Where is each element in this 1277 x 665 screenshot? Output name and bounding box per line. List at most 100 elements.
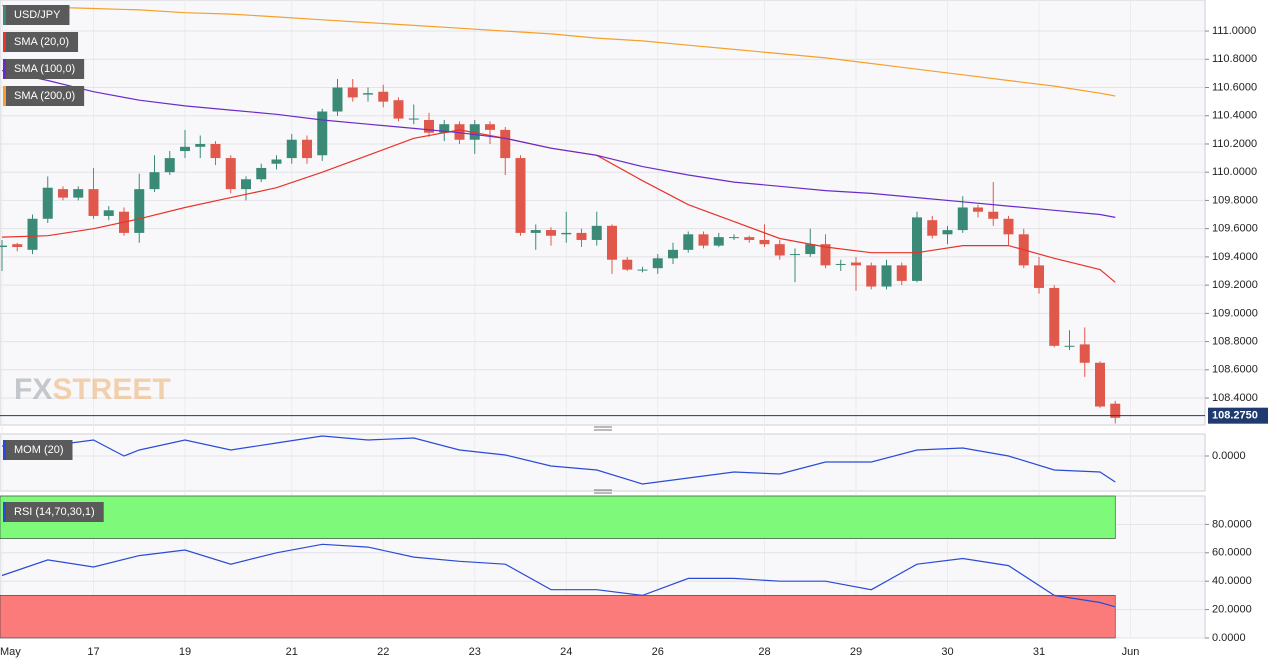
candle-body bbox=[713, 237, 724, 246]
x-tick-label: 28 bbox=[758, 646, 770, 658]
candle-body bbox=[942, 230, 953, 235]
candle-body bbox=[866, 265, 877, 287]
x-tick-label: 22 bbox=[377, 646, 389, 658]
legend-label: MOM (20) bbox=[14, 444, 64, 456]
candle-body bbox=[317, 111, 328, 156]
mom-panel bbox=[0, 433, 1206, 492]
candle-body bbox=[1064, 345, 1075, 347]
main-panel bbox=[0, 0, 1206, 426]
candle-body bbox=[851, 262, 861, 266]
legend-swatch bbox=[3, 440, 6, 460]
y-tick-label: 80.0000 bbox=[1212, 518, 1252, 530]
candle-body bbox=[805, 244, 816, 255]
x-tick-label: May bbox=[0, 646, 21, 658]
x-tick-label: 26 bbox=[652, 646, 664, 658]
candle-body bbox=[439, 124, 450, 133]
overbought-band bbox=[0, 495, 1116, 539]
candle-body bbox=[1095, 362, 1105, 407]
candle-body bbox=[881, 265, 892, 287]
panel-handle[interactable] bbox=[594, 426, 612, 494]
candle-body bbox=[332, 87, 343, 112]
legend-swatch bbox=[3, 32, 6, 52]
legend-item: SMA (20,0) bbox=[3, 32, 79, 52]
candle-body bbox=[225, 158, 236, 190]
y-tick-label: 40.0000 bbox=[1212, 575, 1252, 587]
candle-body bbox=[912, 217, 922, 281]
last-price-tag bbox=[1208, 407, 1268, 424]
candle-body bbox=[88, 189, 99, 216]
y-tick-label: 110.4000 bbox=[1212, 110, 1257, 122]
candle-body bbox=[241, 179, 251, 190]
candle-body bbox=[149, 172, 160, 190]
candle-body bbox=[546, 230, 556, 236]
candle-body bbox=[12, 244, 23, 248]
legend-label: SMA (100,0) bbox=[14, 63, 75, 75]
y-tick-label: 110.6000 bbox=[1212, 81, 1257, 93]
axis-background bbox=[1206, 0, 1277, 665]
candle-body bbox=[500, 129, 511, 159]
candle-body bbox=[1110, 403, 1121, 418]
watermark: FXSTREET bbox=[14, 373, 171, 406]
candle-body bbox=[683, 234, 694, 250]
candle-body bbox=[1034, 265, 1044, 288]
candle-body bbox=[576, 232, 587, 240]
candle-body bbox=[1003, 218, 1014, 235]
candle-body bbox=[744, 237, 755, 240]
candle-body bbox=[180, 146, 190, 152]
candle-body bbox=[729, 237, 739, 239]
last-price-label: 108.2750 bbox=[1212, 410, 1258, 422]
y-tick-label: 108.8000 bbox=[1212, 335, 1258, 347]
y-tick-label: 108.4000 bbox=[1212, 392, 1258, 404]
candle-body bbox=[195, 143, 206, 147]
x-tick-label: Jun bbox=[1122, 646, 1140, 658]
y-tick-label: 20.0000 bbox=[1212, 604, 1252, 616]
y-tick-label: 109.2000 bbox=[1212, 279, 1258, 291]
series-line bbox=[1, 543, 1116, 608]
x-tick-label: 30 bbox=[941, 646, 953, 658]
y-tick-label: 110.2000 bbox=[1212, 138, 1257, 150]
candle-body bbox=[73, 189, 84, 198]
series-line bbox=[1, 5, 1116, 97]
candle-body bbox=[103, 210, 114, 216]
candle-body bbox=[1079, 344, 1090, 363]
legend-item: SMA (100,0) bbox=[3, 59, 85, 79]
candle-body bbox=[58, 189, 68, 198]
candle-body bbox=[378, 91, 389, 102]
x-tick-label: 21 bbox=[286, 646, 298, 658]
candle-body bbox=[790, 254, 800, 256]
series-line bbox=[2, 435, 1116, 485]
legend-item: RSI (14,70,30,1) bbox=[3, 502, 104, 522]
legend-box bbox=[3, 502, 104, 522]
candle-body bbox=[698, 234, 709, 246]
legend-item: USD/JPY bbox=[3, 5, 70, 25]
candle-body bbox=[42, 187, 53, 219]
candle-body bbox=[988, 211, 999, 219]
candle-body bbox=[302, 139, 312, 159]
candle-body bbox=[957, 207, 968, 231]
legend-label: SMA (200,0) bbox=[14, 90, 75, 102]
legend-label: USD/JPY bbox=[14, 9, 61, 21]
candle-body bbox=[515, 158, 526, 233]
watermark-part: FX bbox=[14, 373, 52, 406]
x-tick-label: 17 bbox=[87, 646, 99, 658]
candle-body bbox=[469, 124, 480, 140]
y-tick-label: 109.6000 bbox=[1212, 223, 1258, 235]
legend-swatch bbox=[3, 502, 6, 522]
legend-box bbox=[3, 32, 79, 52]
candle-body bbox=[408, 118, 419, 120]
candle-body bbox=[347, 87, 358, 98]
x-tick-label: 23 bbox=[469, 646, 481, 658]
x-tick-label: 24 bbox=[560, 646, 572, 658]
legend-item: SMA (200,0) bbox=[3, 86, 85, 106]
y-tick-label: 0.0000 bbox=[1212, 450, 1246, 462]
candle-body bbox=[454, 124, 465, 140]
candle-body bbox=[1049, 287, 1060, 346]
oversold-band bbox=[0, 595, 1116, 639]
candle-body bbox=[973, 207, 983, 212]
candle-body bbox=[210, 143, 221, 159]
y-tick-label: 109.8000 bbox=[1212, 194, 1258, 206]
legend-label: SMA (20,0) bbox=[14, 36, 69, 48]
candle-body bbox=[393, 100, 404, 119]
candle-body bbox=[27, 218, 38, 250]
candle-body bbox=[286, 139, 297, 159]
